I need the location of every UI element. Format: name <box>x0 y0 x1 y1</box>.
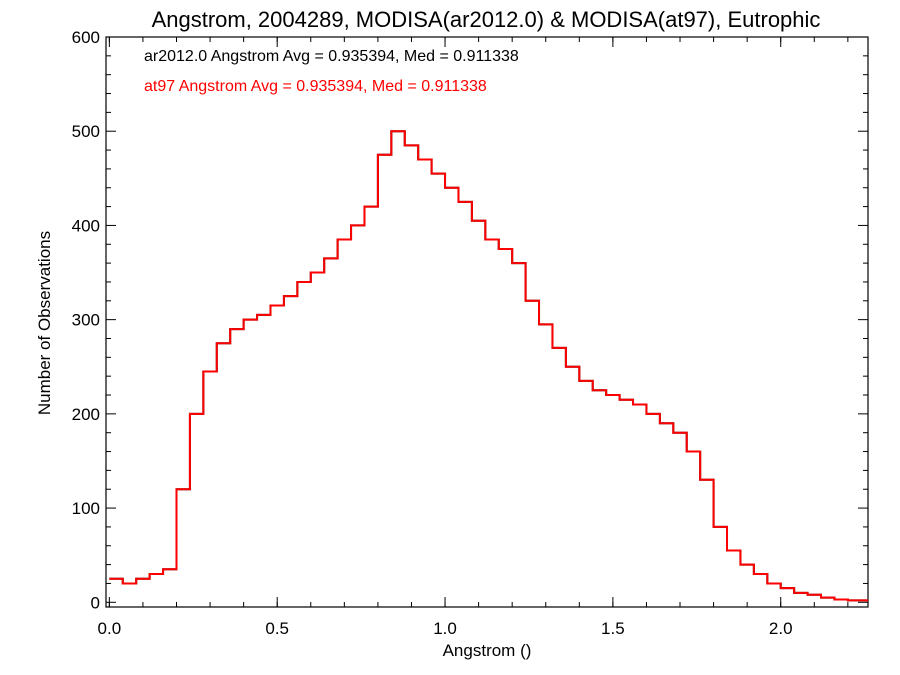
x-tick-label: 2.0 <box>769 619 793 638</box>
y-axis-title: Number of Observations <box>35 231 54 415</box>
series-line-0 <box>109 130 868 602</box>
x-tick-label: 1.0 <box>433 619 457 638</box>
series-layer <box>109 130 868 602</box>
y-tick-label: 200 <box>72 405 100 424</box>
x-tick-label: 0.0 <box>98 619 122 638</box>
x-tick-label: 1.5 <box>601 619 625 638</box>
series-line-1 <box>109 130 868 602</box>
axis-ticks: 0.0 0.5 1.0 1.5 2.0 0 100 200 300 400 500 600 <box>72 28 868 638</box>
plot-frame <box>105 36 869 608</box>
annotation-ar2012: ar2012.0 Angstrom Avg = 0.935394, Med = … <box>144 48 519 65</box>
y-tick-label: 100 <box>72 499 100 518</box>
annotation-at97: at97 Angstrom Avg = 0.935394, Med = 0.91… <box>144 78 487 95</box>
y-tick-label: 300 <box>72 311 100 330</box>
x-axis-title: Angstrom () <box>443 641 532 660</box>
y-tick-label: 0 <box>91 593 100 612</box>
chart-title: Angstrom, 2004289, MODISA(ar2012.0) & MO… <box>152 7 821 32</box>
y-tick-label: 600 <box>72 28 100 47</box>
y-tick-label: 500 <box>72 122 100 141</box>
x-tick-label: 0.5 <box>265 619 289 638</box>
y-tick-label: 400 <box>72 216 100 235</box>
